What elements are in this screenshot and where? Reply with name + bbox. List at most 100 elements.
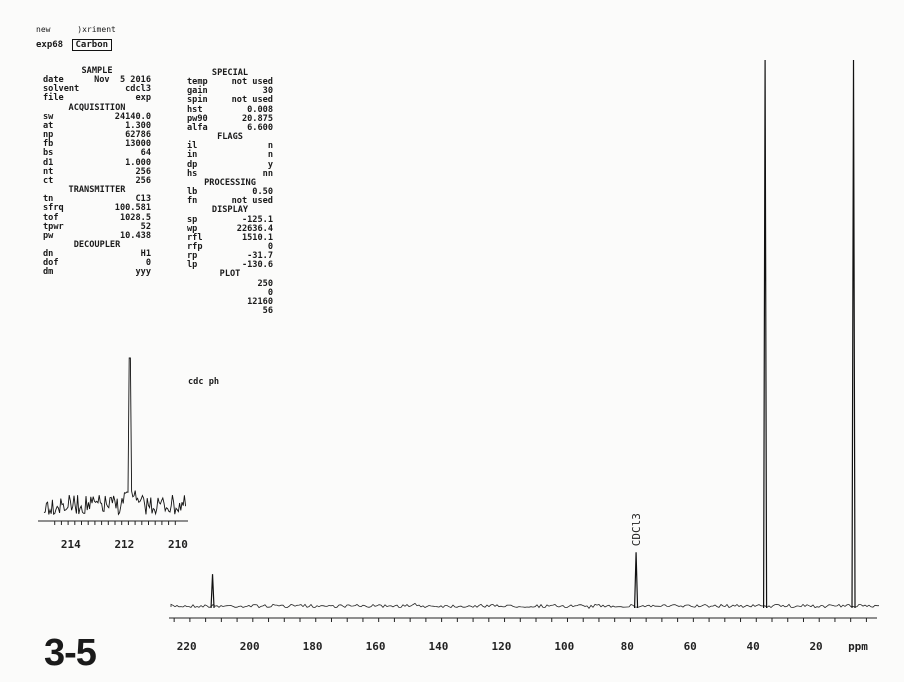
param-key: pw [43, 230, 54, 241]
peak-77.2 [633, 552, 639, 609]
param-value: not used [231, 95, 273, 106]
param-key: fn [187, 196, 198, 207]
param-row: hs nn [187, 168, 273, 179]
param-row: bs 64 [43, 149, 151, 158]
param-key: wp [187, 223, 198, 234]
param-row: gain 30 [187, 87, 273, 96]
param-value: 20.875 [241, 113, 273, 124]
param-row: temp not used [187, 78, 273, 87]
param-value: cdcl3 [125, 84, 151, 95]
footer-code-text: cdc ph [188, 377, 220, 387]
param-row: file exp [43, 94, 151, 103]
param-row: np 62786 [43, 130, 151, 141]
x-tick-label: 100 [554, 640, 574, 653]
param-value: 24140.0 [114, 111, 151, 122]
param-value: 256 [135, 175, 151, 186]
param-section-heading: SAMPLE [81, 66, 113, 76]
param-section-heading: PROCESSING [204, 177, 256, 188]
param-key: lb [187, 187, 198, 198]
param-row: 250 [187, 278, 273, 289]
param-value: 1028.5 [119, 212, 151, 223]
param-row: ct 256 [43, 175, 151, 186]
param-row: alfa 6.600 [187, 123, 273, 133]
param-value: C13 [135, 194, 151, 205]
param-key: pw90 [187, 113, 208, 124]
param-key: dp [187, 159, 198, 170]
param-value: yyy [135, 267, 151, 278]
param-row: dof 0 [43, 259, 151, 268]
param-key: fb [43, 139, 54, 150]
param-value: 0.50 [252, 187, 273, 198]
param-value: 62786 [125, 130, 151, 141]
x-axis-label: ppm [848, 640, 868, 653]
param-key: spin [187, 95, 208, 106]
param-key: rfl [187, 232, 203, 243]
x-tick-label: 40 [747, 640, 760, 653]
param-value: 1.300 [125, 120, 151, 131]
param-value: -125.1 [241, 214, 273, 225]
param-row: in n [187, 151, 273, 160]
param-section-heading: DECOUPLER [73, 239, 121, 250]
experiment-id: exp68 [36, 40, 64, 50]
x-tick-label: 80 [621, 640, 634, 653]
header-bracket: ) [77, 25, 83, 34]
param-value: 64 [140, 148, 151, 159]
param-section-heading: PLOT [219, 269, 241, 280]
param-row: lb 0.50 [187, 187, 273, 198]
param-section-heading: DISPLAY [211, 205, 249, 216]
param-value: 0 [267, 287, 273, 298]
x-tick-label: 140 [429, 640, 449, 653]
param-row: 0 [187, 287, 273, 298]
param-key: tn [43, 194, 54, 205]
x-tick-label: 120 [491, 640, 511, 653]
peak-8.1 [851, 59, 856, 609]
inset-spectrum: 214 212 210 [38, 357, 188, 551]
param-section-heading: ACQUISITION [68, 102, 126, 113]
param-value: -31.7 [247, 251, 273, 262]
param-value: not used [231, 196, 273, 207]
header-line-1: new )xriment [36, 25, 116, 34]
x-tick-label: 200 [240, 640, 260, 653]
param-row: il n [187, 142, 273, 151]
param-row: 12160 [187, 297, 273, 307]
param-value: y [267, 159, 273, 170]
param-value: 250 [257, 278, 273, 289]
peak-211.8 [210, 574, 215, 609]
param-row: sp -125.1 [187, 214, 273, 225]
x-tick-label: 60 [684, 640, 697, 653]
param-value: not used [231, 77, 273, 88]
param-key: sw [43, 111, 54, 122]
param-row: sfrq 100.581 [43, 204, 151, 213]
param-key: ct [43, 175, 54, 186]
param-key: at [43, 120, 54, 131]
peak-label: CDCl3 [630, 513, 643, 546]
param-key: hs [187, 168, 198, 179]
param-value: 22636.4 [236, 223, 273, 234]
param-row: dm yyy [43, 268, 151, 277]
compound-label: 3-5 [44, 632, 97, 674]
main-spectrum: CDCl3 220 200 180 160 140 120 100 80 60 40 20 ppm [169, 59, 879, 653]
param-row: hst 0.008 [187, 104, 273, 115]
param-value: 1.000 [125, 157, 151, 168]
param-row: rfp 0 [187, 241, 273, 252]
param-row: tpwr 52 [43, 222, 151, 232]
x-tick-label: 20 [809, 640, 822, 653]
param-key: gain [187, 86, 208, 97]
param-value: 0 [145, 258, 151, 269]
param-key: rfp [187, 241, 203, 252]
param-value: H1 [140, 249, 151, 260]
param-row: dp y [187, 159, 273, 170]
x-tick-label: 160 [366, 640, 386, 653]
param-value: -130.6 [241, 260, 273, 271]
param-row: lp -130.6 [187, 261, 273, 270]
param-row: fn not used [187, 197, 273, 206]
param-key: solvent [43, 84, 80, 95]
param-key: dn [43, 249, 54, 260]
param-row: at 1.300 [43, 120, 151, 131]
param-value: 30 [262, 86, 273, 97]
param-value: 0 [267, 241, 273, 252]
param-key: dm [43, 267, 54, 278]
param-value: 0.008 [247, 104, 273, 115]
x-tick-label: 180 [303, 640, 323, 653]
